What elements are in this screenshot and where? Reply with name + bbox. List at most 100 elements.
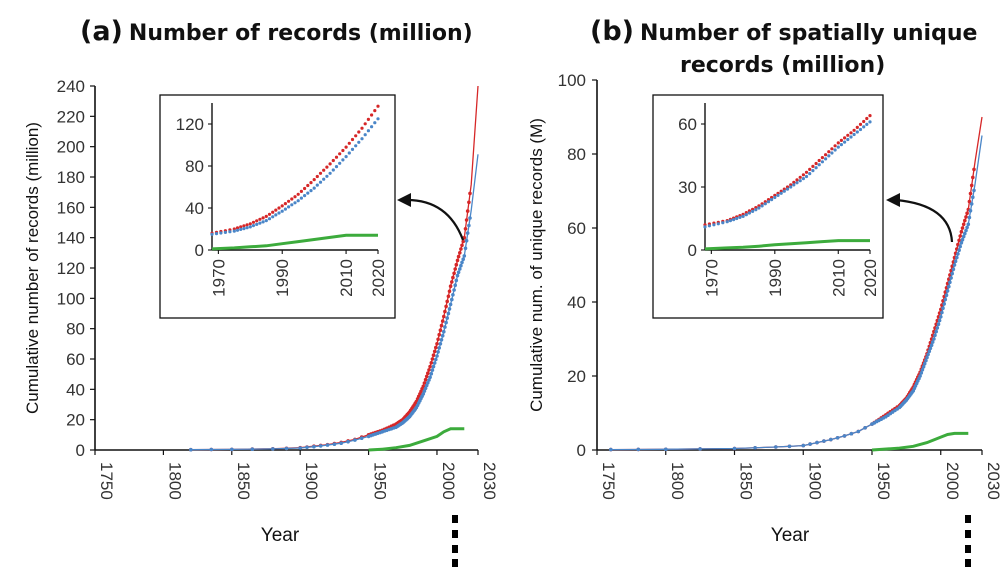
red-data-point xyxy=(426,371,430,376)
zoom-arrow-head xyxy=(886,193,900,207)
blue-data-point xyxy=(447,307,452,311)
inset-red-data-point xyxy=(795,178,799,182)
inset-chart: 0 40 80 120 1970 1990 2010 2020 xyxy=(159,94,396,319)
inset-red-data-point xyxy=(306,183,310,188)
inset-blue-data-point xyxy=(347,151,351,155)
red-data-point xyxy=(455,258,460,263)
inset-blue-data-point xyxy=(293,201,297,205)
inset-red-data-point xyxy=(347,141,351,145)
red-data-point xyxy=(958,234,962,238)
blue-data-point xyxy=(468,216,472,220)
blue-data-point xyxy=(434,357,438,362)
inset-blue-data-point xyxy=(363,133,367,137)
blue-data-point xyxy=(424,383,429,388)
inset-red-data-point xyxy=(357,130,361,134)
inset-blue-data-point xyxy=(350,147,355,151)
inset-y-tick-label: 0 xyxy=(688,241,697,260)
inset-blue-data-point xyxy=(798,179,802,183)
inset-red-data-point xyxy=(366,117,370,121)
continuation-dot xyxy=(965,515,971,523)
inset-blue-data-point xyxy=(251,224,256,228)
inset-blue-data-point xyxy=(808,172,812,176)
x-tick-label: 1750 xyxy=(599,462,618,500)
blue-data-point xyxy=(940,310,944,315)
blue-data-point xyxy=(467,223,471,228)
y-tick-label: 80 xyxy=(66,320,85,339)
inset-x-tick-label: 2020 xyxy=(861,259,880,297)
blue-data-point xyxy=(808,442,812,446)
inset-blue-data-point xyxy=(239,227,243,231)
inset-red-data-point xyxy=(334,155,339,159)
inset-red-data-point xyxy=(312,178,316,182)
inset-red-data-point xyxy=(267,212,272,216)
blue-data-point xyxy=(829,437,833,442)
inset-red-data-point xyxy=(251,220,256,224)
inset-blue-data-point xyxy=(309,189,313,193)
inset-blue-data-point xyxy=(373,121,377,125)
blue-data-point xyxy=(932,337,936,341)
blue-data-point xyxy=(305,445,309,450)
inset-blue-data-point xyxy=(858,127,863,132)
red-data-point xyxy=(961,222,966,227)
red-data-point xyxy=(967,199,972,204)
blue-data-point xyxy=(429,371,434,376)
inset-red-data-point xyxy=(318,171,323,175)
blue-data-point xyxy=(460,260,464,265)
inset-blue-data-point xyxy=(245,226,249,230)
blue-data-point xyxy=(465,231,470,235)
blue-data-point xyxy=(822,439,826,443)
inset-red-data-point xyxy=(801,173,806,177)
blue-data-point xyxy=(437,346,442,350)
blue-data-point xyxy=(971,195,975,199)
blue-data-point xyxy=(446,311,451,316)
inset-blue-data-point xyxy=(315,183,319,187)
inset-blue-data-point xyxy=(235,228,240,232)
blue-data-point xyxy=(955,255,959,260)
blue-data-point xyxy=(945,289,950,293)
red-data-point xyxy=(429,361,434,365)
inset-red-data-point xyxy=(350,137,355,142)
blue-data-point xyxy=(966,222,971,227)
red-data-point xyxy=(461,239,466,244)
blue-data-point xyxy=(963,231,967,236)
red-data-point xyxy=(438,328,443,333)
blue-data-point xyxy=(444,320,448,325)
inset-blue-data-point xyxy=(833,148,837,152)
red-data-point xyxy=(440,319,445,323)
blue-data-point xyxy=(863,426,867,430)
blue-data-point xyxy=(421,392,426,396)
red-data-point xyxy=(430,357,435,361)
y-tick-label: 160 xyxy=(57,198,85,217)
inset-y-tick-label: 40 xyxy=(185,199,204,218)
red-data-point xyxy=(964,215,968,219)
inset-blue-data-point xyxy=(865,122,869,126)
inset-blue-data-point xyxy=(760,204,764,208)
red-data-point xyxy=(444,304,448,309)
blue-data-point xyxy=(935,326,940,330)
blue-data-point xyxy=(609,447,613,452)
inset-red-data-point xyxy=(338,152,342,156)
inset-red-data-point xyxy=(354,134,358,138)
inset-red-data-point xyxy=(376,104,380,108)
blue-data-point xyxy=(452,288,456,292)
inset-blue-data-point xyxy=(255,222,259,226)
inset-x-tick-label: 2020 xyxy=(369,259,388,297)
blue-data-point xyxy=(443,325,447,329)
inset-blue-data-point xyxy=(303,194,307,198)
blue-data-point xyxy=(943,297,948,302)
red-data-point xyxy=(460,243,464,248)
blue-data-point xyxy=(453,283,458,288)
red-data-point xyxy=(456,254,461,259)
blue-data-point xyxy=(325,443,330,447)
inset-red-data-point xyxy=(820,156,825,160)
x-tick-label: 2000 xyxy=(439,462,458,500)
blue-data-point xyxy=(842,434,847,438)
blue-data-point xyxy=(461,257,466,262)
inset-blue-data-point xyxy=(827,154,831,158)
blue-data-point xyxy=(636,447,641,452)
red-data-point xyxy=(442,314,446,319)
x-tick-label: 1950 xyxy=(874,462,893,500)
inset-red-data-point xyxy=(808,167,812,171)
x-tick-label: 1900 xyxy=(302,462,321,500)
